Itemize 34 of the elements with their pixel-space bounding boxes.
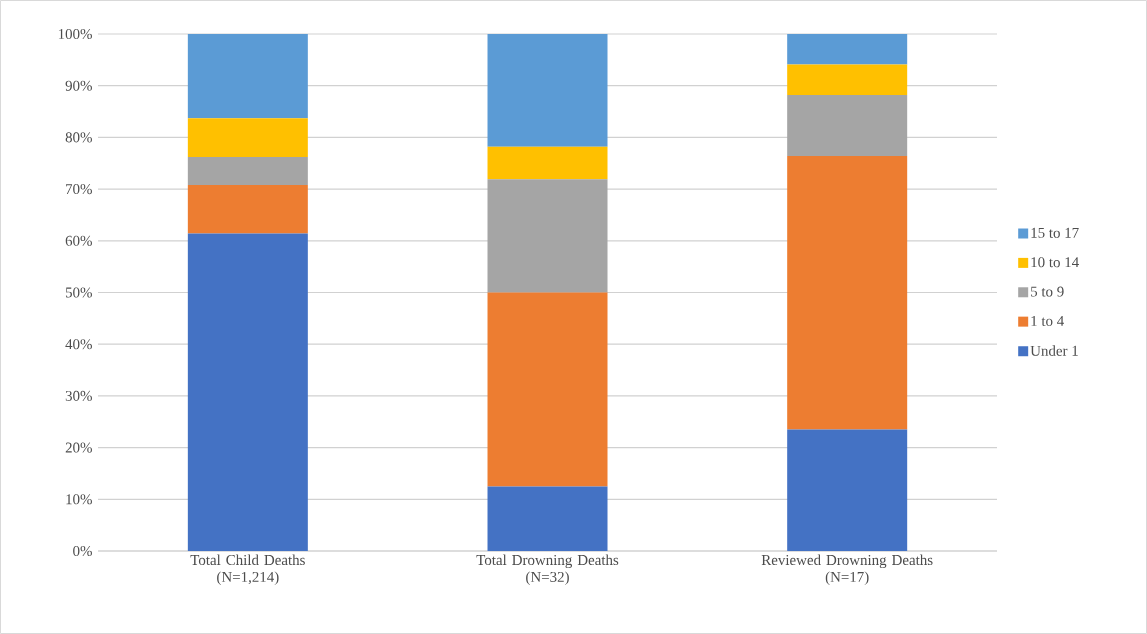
legend-label: Under 1	[1030, 345, 1078, 356]
legend-label: 5 to 9	[1031, 286, 1064, 297]
y-tick-label: 0%	[73, 545, 92, 557]
bar	[487, 292, 608, 487]
y-tick-label: 30%	[65, 390, 92, 401]
x-tick-label: Reviewed Drowning Deaths (N=17)	[761, 554, 933, 586]
legend-label: 10 to 14	[1031, 257, 1079, 268]
y-tick-label: 100%	[58, 28, 92, 40]
y-tick-label: 90%	[65, 80, 92, 91]
bar	[487, 33, 608, 147]
y-tick-label: 80%	[65, 132, 92, 143]
legend-label: 1 to 4	[1031, 315, 1064, 326]
y-tick-label: 40%	[65, 339, 92, 350]
y-tick-label: 20%	[65, 442, 92, 453]
y-tick-label: 10%	[66, 494, 92, 505]
bar	[187, 118, 308, 158]
bar	[187, 233, 308, 551]
y-tick-label: 50%	[65, 287, 92, 298]
x-tick-label: Total Drowning Deaths (N=32)	[476, 554, 619, 586]
bar	[787, 95, 908, 157]
y-tick-label: 60%	[65, 235, 92, 246]
bar	[187, 33, 308, 119]
bar	[487, 486, 608, 551]
legend-label: 15 to 17	[1031, 227, 1079, 238]
bar	[187, 157, 308, 185]
bar	[787, 156, 908, 430]
bar	[487, 146, 608, 180]
bar	[187, 184, 308, 234]
x-tick-label: Total Child Deaths (N=1,214)	[190, 554, 305, 586]
bar	[787, 429, 908, 551]
bar	[787, 33, 908, 65]
y-tick-label: 70%	[66, 184, 92, 195]
bar	[487, 179, 608, 293]
bar	[787, 64, 908, 95]
